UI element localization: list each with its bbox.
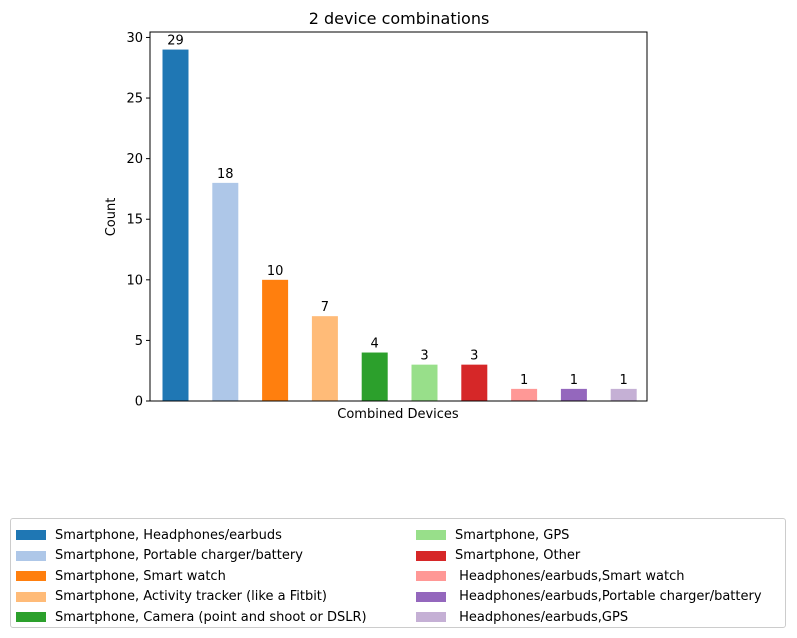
bar-value-labels: 29 18 10 7 4 3 3 1 1 1 — [167, 34, 628, 388]
bar-value-label: 18 — [217, 167, 234, 182]
legend-item: Smartphone, Other — [416, 546, 762, 567]
y-tick-label: 5 — [135, 334, 143, 349]
bar — [511, 388, 538, 401]
bar — [311, 316, 338, 401]
legend-item: Headphones/earbuds,Portable charger/batt… — [416, 587, 762, 608]
legend-swatch — [16, 612, 46, 623]
legend: Smartphone, Headphones/earbuds Smartphone… — [10, 518, 786, 628]
legend-item: Smartphone, Portable charger/battery — [16, 546, 367, 567]
legend-item: Smartphone, GPS — [416, 525, 762, 546]
chart-title: 2 device combinations — [309, 9, 490, 28]
y-tick-label: 25 — [126, 92, 143, 107]
y-tick-label: 30 — [126, 31, 143, 46]
y-tick-label: 0 — [135, 395, 143, 410]
bar-value-label: 3 — [420, 349, 428, 364]
y-tick-label: 15 — [126, 213, 143, 228]
bar — [461, 364, 488, 401]
legend-swatch — [416, 591, 446, 602]
legend-column-right: Smartphone, GPS Smartphone, Other Headpho… — [416, 525, 762, 628]
legend-swatch — [416, 571, 446, 582]
legend-label: Smartphone, Smart watch — [55, 568, 226, 584]
legend-label: Smartphone, Activity tracker (like a Fit… — [55, 589, 327, 605]
legend-item: Headphones/earbuds,Smart watch — [416, 566, 762, 587]
legend-label: Smartphone, Camera (point and shoot or D… — [55, 609, 367, 625]
bar — [411, 364, 438, 401]
legend-item: Smartphone, Camera (point and shoot or D… — [16, 607, 367, 628]
legend-item: Headphones/earbuds,GPS — [416, 607, 762, 628]
legend-swatch — [16, 550, 46, 561]
bar — [162, 49, 189, 401]
y-axis-ticks: 0 5 10 15 20 25 30 — [126, 31, 150, 410]
legend-label: Headphones/earbuds,Smart watch — [455, 568, 685, 584]
bar — [610, 388, 637, 401]
bar — [212, 182, 239, 401]
bar-value-label: 29 — [167, 34, 184, 49]
legend-label: Headphones/earbuds,Portable charger/batt… — [455, 589, 762, 605]
bar-value-label: 1 — [520, 373, 528, 388]
bar-value-label: 1 — [570, 373, 578, 388]
legend-swatch — [16, 530, 46, 541]
bar — [560, 388, 587, 401]
legend-item: Smartphone, Headphones/earbuds — [16, 525, 367, 546]
legend-swatch — [416, 530, 446, 541]
bars-group — [162, 49, 637, 401]
legend-swatch — [416, 612, 446, 623]
bar — [262, 279, 289, 401]
y-axis-label: Count — [104, 198, 119, 237]
legend-label: Headphones/earbuds,GPS — [455, 609, 629, 625]
bar — [361, 352, 388, 401]
legend-swatch — [16, 591, 46, 602]
bar-value-label: 1 — [620, 373, 628, 388]
legend-label: Smartphone, Headphones/earbuds — [55, 527, 282, 543]
legend-label: Smartphone, Portable charger/battery — [55, 548, 303, 564]
bar-value-label: 3 — [470, 349, 478, 364]
y-tick-label: 20 — [126, 152, 143, 167]
bar-value-label: 7 — [321, 300, 329, 315]
legend-item: Smartphone, Activity tracker (like a Fit… — [16, 587, 367, 608]
legend-column-left: Smartphone, Headphones/earbuds Smartphone… — [16, 525, 367, 628]
legend-item: Smartphone, Smart watch — [16, 566, 367, 587]
bar-value-label: 10 — [267, 264, 284, 279]
legend-swatch — [16, 571, 46, 582]
legend-label: Smartphone, GPS — [455, 527, 570, 543]
bar-value-label: 4 — [371, 337, 379, 352]
x-axis-label: Combined Devices — [337, 407, 459, 422]
legend-swatch — [416, 550, 446, 561]
legend-label: Smartphone, Other — [455, 548, 581, 564]
y-tick-label: 10 — [126, 273, 143, 288]
plot-area-frame — [149, 31, 648, 402]
